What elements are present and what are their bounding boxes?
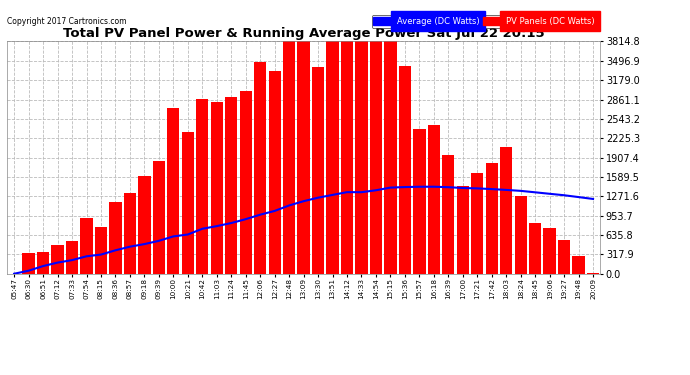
Bar: [326, 42, 339, 274]
Bar: [370, 42, 382, 274]
Bar: [225, 97, 237, 274]
Bar: [124, 193, 136, 274]
Bar: [51, 245, 63, 274]
Bar: [486, 163, 498, 274]
Bar: [210, 102, 223, 274]
Title: Total PV Panel Power & Running Average Power Sat Jul 22 20:15: Total PV Panel Power & Running Average P…: [63, 27, 544, 40]
Bar: [355, 42, 368, 274]
Bar: [515, 196, 527, 274]
Text: Copyright 2017 Cartronics.com: Copyright 2017 Cartronics.com: [7, 17, 126, 26]
Bar: [138, 176, 150, 274]
Bar: [500, 147, 513, 274]
Bar: [399, 66, 411, 274]
Bar: [152, 162, 165, 274]
Bar: [544, 228, 556, 274]
Bar: [587, 273, 599, 274]
Bar: [384, 42, 397, 274]
Bar: [312, 68, 324, 274]
Bar: [37, 252, 49, 274]
Bar: [297, 42, 310, 274]
Bar: [457, 186, 469, 274]
Bar: [558, 240, 570, 274]
Bar: [239, 91, 252, 274]
Bar: [66, 241, 78, 274]
Bar: [23, 253, 34, 274]
Bar: [80, 218, 92, 274]
Bar: [254, 62, 266, 274]
Bar: [109, 202, 121, 274]
Bar: [167, 108, 179, 274]
Bar: [529, 223, 542, 274]
Bar: [442, 156, 455, 274]
Bar: [181, 132, 194, 274]
Legend: Average (DC Watts), PV Panels (DC Watts): Average (DC Watts), PV Panels (DC Watts): [371, 15, 596, 27]
Bar: [413, 129, 426, 274]
Bar: [268, 71, 281, 274]
Bar: [95, 226, 107, 274]
Bar: [471, 172, 484, 274]
Bar: [196, 99, 208, 274]
Bar: [341, 42, 353, 274]
Bar: [428, 125, 440, 274]
Bar: [283, 42, 295, 274]
Bar: [573, 256, 584, 274]
